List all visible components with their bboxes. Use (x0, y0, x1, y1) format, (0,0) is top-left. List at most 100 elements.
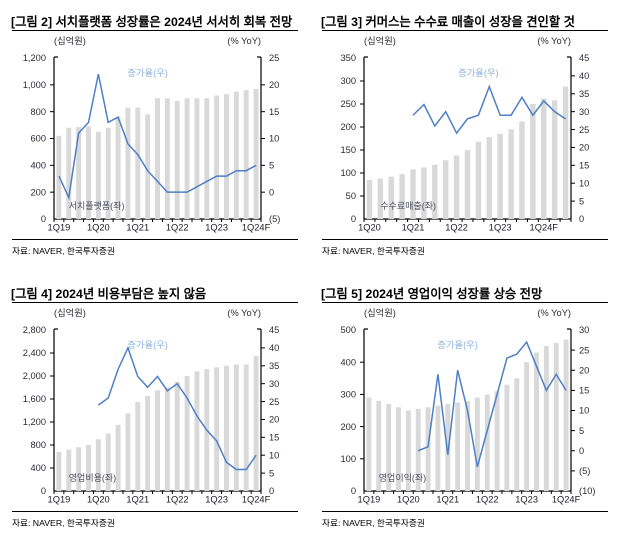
svg-text:(십억원): (십억원) (54, 307, 86, 318)
svg-text:50: 50 (346, 191, 356, 201)
svg-text:1,200: 1,200 (23, 417, 46, 427)
svg-text:400: 400 (30, 161, 46, 171)
svg-text:200: 200 (340, 122, 356, 132)
svg-text:5: 5 (579, 426, 584, 436)
svg-text:0: 0 (41, 486, 46, 496)
svg-text:1Q19: 1Q19 (48, 223, 71, 233)
svg-text:40: 40 (269, 343, 279, 353)
svg-text:200: 200 (340, 422, 356, 432)
svg-text:1,200: 1,200 (23, 53, 46, 63)
svg-text:200: 200 (30, 187, 46, 197)
svg-text:1Q21: 1Q21 (126, 223, 149, 233)
svg-text:15: 15 (269, 107, 279, 117)
svg-text:20: 20 (269, 80, 279, 90)
svg-text:800: 800 (30, 107, 46, 117)
svg-text:1Q23: 1Q23 (205, 223, 228, 233)
svg-text:400: 400 (340, 357, 356, 367)
svg-text:2,800: 2,800 (23, 325, 46, 335)
svg-text:25: 25 (579, 125, 589, 135)
svg-text:150: 150 (340, 145, 356, 155)
svg-text:45: 45 (579, 53, 589, 63)
svg-text:0: 0 (579, 446, 584, 456)
svg-text:서치플랫폼(좌): 서치플랫폼(좌) (69, 200, 125, 211)
svg-text:0: 0 (269, 187, 274, 197)
svg-text:(% YoY): (% YoY) (227, 36, 261, 46)
svg-text:400: 400 (30, 463, 46, 473)
svg-text:영업비용(좌): 영업비용(좌) (69, 473, 116, 483)
svg-text:1Q21: 1Q21 (436, 495, 459, 505)
svg-text:40: 40 (579, 71, 589, 81)
svg-text:35: 35 (579, 89, 589, 99)
svg-text:0: 0 (351, 214, 356, 224)
svg-text:15: 15 (579, 386, 589, 396)
svg-text:10: 10 (269, 134, 279, 144)
svg-text:500: 500 (340, 325, 356, 335)
svg-text:증가율(우): 증가율(우) (127, 68, 167, 78)
svg-text:1Q22: 1Q22 (445, 223, 468, 233)
svg-text:0: 0 (41, 214, 46, 224)
svg-text:1Q21: 1Q21 (126, 495, 149, 505)
svg-text:100: 100 (340, 168, 356, 178)
svg-text:25: 25 (269, 397, 279, 407)
svg-text:1Q24F: 1Q24F (242, 495, 271, 505)
svg-text:10: 10 (269, 450, 279, 460)
svg-text:1Q21: 1Q21 (402, 223, 425, 233)
svg-text:1Q23: 1Q23 (205, 495, 228, 505)
svg-text:(십억원): (십억원) (364, 35, 396, 46)
svg-text:1Q20: 1Q20 (397, 495, 420, 505)
svg-text:30: 30 (269, 379, 279, 389)
svg-text:5: 5 (269, 468, 274, 478)
svg-text:1Q20: 1Q20 (358, 223, 381, 233)
svg-text:(5): (5) (579, 466, 590, 476)
svg-text:800: 800 (30, 440, 46, 450)
svg-text:30: 30 (579, 325, 589, 335)
svg-text:10: 10 (579, 406, 589, 416)
svg-text:(% YoY): (% YoY) (227, 308, 261, 318)
svg-text:(5): (5) (269, 214, 280, 224)
svg-text:(% YoY): (% YoY) (537, 36, 571, 46)
svg-text:2,000: 2,000 (23, 371, 46, 381)
svg-text:5: 5 (579, 196, 584, 206)
svg-text:1Q24F: 1Q24F (530, 223, 559, 233)
svg-text:300: 300 (340, 390, 356, 400)
svg-text:20: 20 (579, 365, 589, 375)
svg-text:수수료매출(좌): 수수료매출(좌) (380, 201, 436, 211)
svg-text:1Q20: 1Q20 (87, 223, 110, 233)
svg-text:25: 25 (579, 345, 589, 355)
svg-text:15: 15 (579, 161, 589, 171)
svg-text:영업이익(좌): 영업이익(좌) (379, 472, 426, 483)
svg-text:1Q19: 1Q19 (48, 495, 71, 505)
svg-text:5: 5 (269, 161, 274, 171)
svg-text:1,600: 1,600 (23, 394, 46, 404)
svg-text:2,400: 2,400 (23, 348, 46, 358)
svg-text:1Q22: 1Q22 (166, 223, 189, 233)
svg-text:증가율(우): 증가율(우) (458, 68, 498, 78)
svg-text:10: 10 (579, 178, 589, 188)
svg-text:20: 20 (269, 415, 279, 425)
svg-text:1Q20: 1Q20 (87, 495, 110, 505)
svg-text:35: 35 (269, 361, 279, 371)
svg-text:0: 0 (351, 486, 356, 496)
svg-text:(% YoY): (% YoY) (537, 308, 571, 318)
svg-text:100: 100 (340, 454, 356, 464)
svg-text:600: 600 (30, 134, 46, 144)
svg-text:300: 300 (340, 76, 356, 86)
svg-text:1Q24F: 1Q24F (552, 495, 581, 505)
svg-text:1Q22: 1Q22 (166, 495, 189, 505)
svg-text:45: 45 (269, 325, 279, 335)
svg-text:1Q23: 1Q23 (489, 223, 512, 233)
svg-text:15: 15 (269, 433, 279, 443)
svg-text:30: 30 (579, 107, 589, 117)
svg-text:증가율(우): 증가율(우) (437, 340, 477, 350)
svg-text:1Q19: 1Q19 (358, 495, 381, 505)
svg-text:1Q24F: 1Q24F (242, 223, 271, 233)
svg-text:25: 25 (269, 53, 279, 63)
svg-text:20: 20 (579, 143, 589, 153)
svg-text:1Q23: 1Q23 (515, 495, 538, 505)
svg-text:1,000: 1,000 (23, 80, 46, 90)
svg-text:350: 350 (340, 53, 356, 63)
svg-text:(십억원): (십억원) (364, 307, 396, 318)
svg-text:250: 250 (340, 99, 356, 109)
svg-text:(10): (10) (579, 486, 596, 496)
svg-text:0: 0 (579, 214, 584, 224)
